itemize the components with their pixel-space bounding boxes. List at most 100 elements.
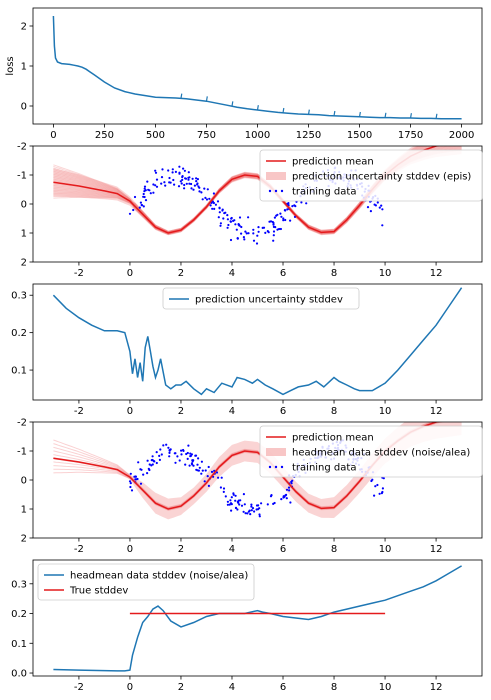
y-tick-label: 1: [21, 62, 27, 73]
training-point: [174, 170, 177, 173]
training-point: [171, 168, 174, 171]
training-point: [289, 219, 292, 222]
series-line: [52, 287, 463, 396]
y-tick-label: 2: [21, 258, 27, 269]
training-point: [276, 213, 279, 216]
training-point: [240, 232, 243, 235]
training-point: [197, 185, 200, 188]
training-point: [190, 187, 193, 190]
training-point: [250, 503, 253, 506]
training-point: [193, 184, 196, 187]
training-point: [237, 499, 240, 502]
training-point: [160, 182, 163, 185]
training-point: [218, 211, 221, 214]
loss-spike: [205, 96, 208, 102]
training-point: [217, 216, 220, 219]
training-point: [160, 176, 164, 179]
training-point: [222, 490, 225, 493]
y-tick-label: 0.3: [11, 579, 27, 590]
legend-box: [259, 425, 483, 478]
training-point: [139, 482, 143, 485]
training-point: [240, 225, 243, 229]
training-point: [152, 191, 155, 194]
training-point: [219, 486, 222, 489]
training-point: [168, 451, 171, 454]
training-point: [180, 182, 183, 185]
training-point: [272, 239, 275, 242]
training-point: [192, 464, 195, 467]
training-point: [226, 218, 229, 221]
training-point: [272, 221, 275, 225]
training-point: [142, 195, 145, 198]
training-point: [285, 488, 289, 491]
x-tick-label: 2: [178, 268, 184, 279]
training-point: [153, 460, 156, 463]
legend: prediction uncertainty stddev: [162, 287, 360, 310]
y-tick-label: 0.0: [11, 669, 27, 680]
training-point: [183, 187, 186, 190]
legend-dot: [274, 465, 278, 469]
training-point: [132, 208, 135, 212]
training-point: [285, 497, 288, 500]
training-point: [171, 171, 174, 174]
training-point: [280, 498, 283, 501]
panel-5: -2 0 2 4 6 8 10 12 0.0 0.1 0.2 0.3 headmean data std…: [11, 559, 483, 693]
training-point: [249, 513, 252, 516]
training-point: [253, 510, 256, 513]
y-tick-label: 0.3: [11, 291, 27, 302]
training-point: [203, 480, 206, 483]
training-point: [216, 200, 220, 203]
legend-box: [162, 287, 360, 310]
training-point: [201, 469, 204, 472]
legend: prediction mean headmean data stddev (noi…: [259, 425, 483, 478]
training-point: [208, 197, 211, 200]
series-line: [52, 15, 462, 120]
training-point: [230, 509, 233, 512]
training-point: [224, 495, 227, 498]
loss-spike: [358, 111, 361, 117]
training-point: [218, 206, 221, 209]
training-point: [287, 204, 290, 207]
x-tick-label: 10: [379, 268, 392, 279]
training-point: [219, 222, 222, 225]
training-point: [282, 495, 285, 498]
training-point: [182, 167, 185, 170]
training-point: [129, 482, 132, 485]
training-point: [205, 198, 209, 201]
training-point: [201, 198, 204, 201]
x-tick-label: 2: [178, 544, 184, 555]
training-point: [369, 210, 372, 213]
training-point: [255, 242, 259, 245]
x-tick-label: 4: [229, 544, 235, 555]
y-tick-label: -1: [17, 447, 27, 458]
training-point: [222, 217, 225, 220]
training-point: [214, 203, 217, 206]
training-point: [370, 479, 373, 483]
panel-1: 0 250 500 750 1000 1250 1500 1750 2000 0 1 2 loss: [5, 7, 483, 141]
training-point: [300, 201, 303, 204]
legend-label: training data: [292, 187, 356, 198]
training-point: [204, 469, 207, 472]
training-point: [258, 513, 261, 516]
training-point: [378, 206, 381, 209]
training-point: [155, 461, 158, 465]
training-point: [161, 168, 164, 171]
x-tick-label: 1750: [398, 130, 423, 141]
training-point: [272, 225, 275, 228]
x-tick-label: 6: [280, 268, 286, 279]
training-point: [149, 192, 152, 195]
x-tick-label: -2: [74, 544, 84, 555]
training-point: [226, 214, 229, 217]
training-point: [291, 205, 294, 208]
training-point: [284, 218, 287, 222]
training-point: [178, 165, 181, 168]
x-tick-label: 12: [430, 268, 443, 279]
axes-frame: [32, 283, 483, 401]
training-point: [187, 444, 190, 447]
training-point: [150, 464, 153, 467]
x-tick-label: 250: [95, 130, 114, 141]
training-point: [154, 184, 157, 187]
training-point: [366, 206, 370, 209]
training-point: [226, 500, 229, 503]
training-point: [167, 169, 170, 172]
